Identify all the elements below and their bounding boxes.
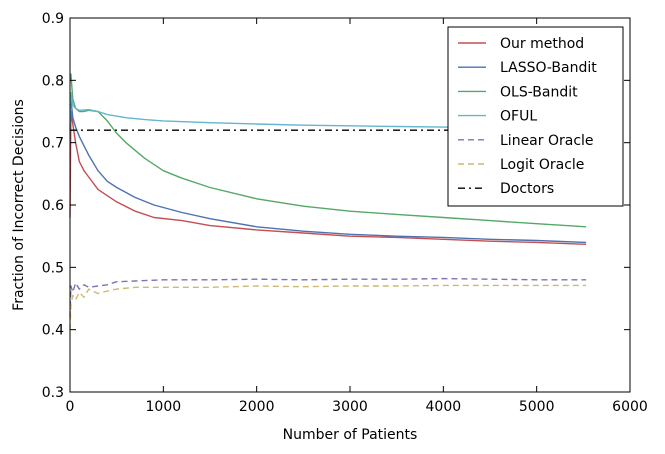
x-axis-label: Number of Patients [283,427,418,443]
series-line-3 [69,92,587,131]
legend-label: Logit Oracle [500,157,584,173]
legend-label: Linear Oracle [500,133,594,149]
y-tick-label: 0.6 [42,198,64,214]
legend-label: OFUL [500,109,537,125]
x-tick-label: 1000 [146,399,182,415]
series-line-4 [69,277,587,318]
y-tick-label: 0.5 [42,260,64,276]
y-tick-label: 0.3 [42,385,64,401]
x-tick-label: 6000 [612,399,648,415]
x-tick-label: 2000 [239,399,275,415]
series-line-2 [70,73,587,228]
series-layer [69,73,587,330]
legend-label: Our method [500,36,584,52]
y-tick-label: 0.9 [42,11,64,27]
legend: Our method LASSO-Bandit OLS-Bandit OFUL Line… [447,26,624,207]
y-tick-label: 0.7 [42,136,64,152]
y-axis-label: Fraction of Incorrect Decisions [11,99,27,311]
x-tick-label: 3000 [332,399,368,415]
x-tick-label: 0 [66,399,75,415]
legend-label: OLS-Bandit [500,84,578,100]
legend-label: LASSO-Bandit [500,60,597,76]
legend-label: Doctors [500,181,554,197]
legend-box [447,26,624,207]
y-tick-label: 0.4 [42,323,64,339]
x-tick-label: 5000 [519,399,555,415]
series-line-0 [69,110,587,245]
ticks-layer: 0 1000 2000 3000 4000 5000 6000 0.3 0.4 0.5 0.6 0.7… [42,11,648,415]
series-line-5 [69,284,587,330]
y-tick-label: 0.8 [42,73,64,89]
x-tick-label: 4000 [426,399,462,415]
series-line-1 [69,98,587,244]
